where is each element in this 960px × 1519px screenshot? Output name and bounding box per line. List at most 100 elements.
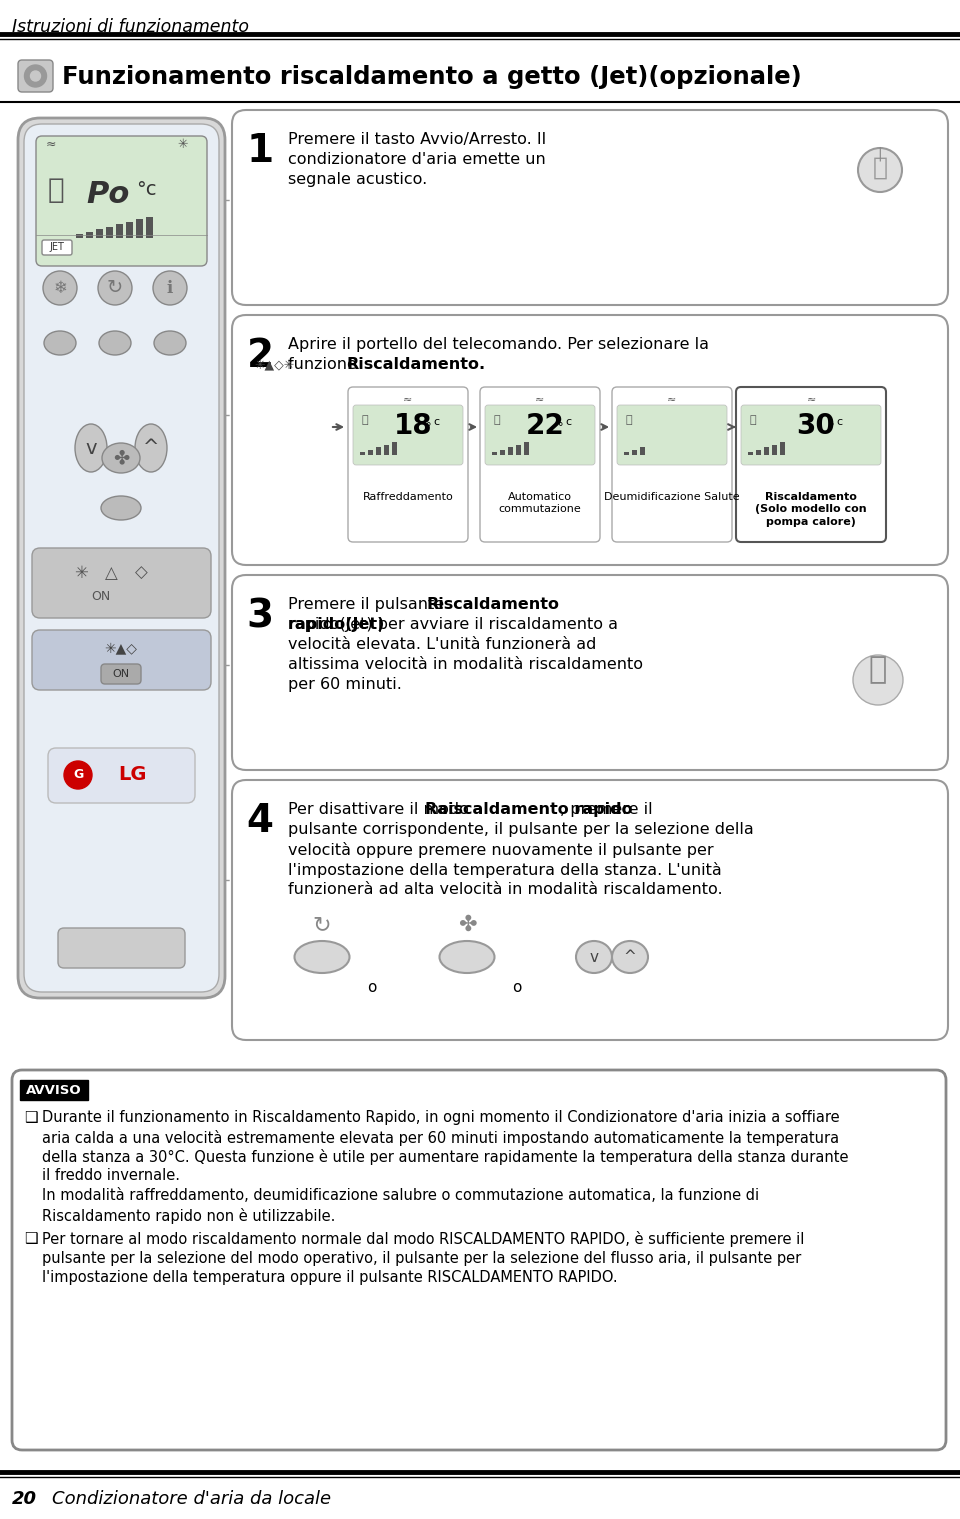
Bar — [136, 219, 143, 238]
FancyBboxPatch shape — [48, 747, 195, 804]
Text: |: | — [877, 147, 882, 161]
Text: ❑: ❑ — [24, 1230, 37, 1246]
Text: Durante il funzionamento in Riscaldamento Rapido, in ogni momento il Condizionat: Durante il funzionamento in Riscaldament… — [42, 1110, 840, 1126]
Text: ✤: ✤ — [458, 914, 476, 936]
Text: rapido(Jet): rapido(Jet) — [288, 617, 385, 632]
Text: In modalità raffreddamento, deumidificazione salubre o commutazione automatica, : In modalità raffreddamento, deumidificaz… — [42, 1188, 759, 1203]
Bar — [116, 223, 123, 238]
FancyBboxPatch shape — [612, 387, 732, 542]
Text: Istruzioni di funzionamento: Istruzioni di funzionamento — [12, 18, 249, 36]
Text: , premere il: , premere il — [560, 802, 653, 817]
Text: v: v — [85, 439, 97, 457]
Text: Deumidificazione Salute: Deumidificazione Salute — [604, 492, 740, 501]
Text: Riscaldamento
(Solo modello con
pompa calore): Riscaldamento (Solo modello con pompa ca… — [756, 492, 867, 527]
Text: il freddo invernale.: il freddo invernale. — [42, 1168, 180, 1183]
Text: 🌡: 🌡 — [362, 415, 369, 425]
Text: ^: ^ — [624, 949, 636, 965]
Text: Riscaldamento.: Riscaldamento. — [346, 357, 485, 372]
Bar — [96, 229, 103, 238]
Bar — [86, 231, 93, 238]
Bar — [20, 1080, 88, 1100]
FancyBboxPatch shape — [232, 779, 948, 1041]
Ellipse shape — [102, 444, 140, 472]
Bar — [500, 450, 505, 456]
Bar — [106, 226, 113, 238]
Bar — [748, 453, 753, 456]
Text: della stanza a 30°C. Questa funzione è utile per aumentare rapidamente la temper: della stanza a 30°C. Questa funzione è u… — [42, 1148, 849, 1165]
Text: 22: 22 — [526, 412, 564, 441]
FancyBboxPatch shape — [736, 387, 886, 542]
Circle shape — [98, 270, 132, 305]
Text: Per disattivare il modo: Per disattivare il modo — [288, 802, 474, 817]
Ellipse shape — [99, 331, 131, 355]
Text: l'impostazione della temperatura della stanza. L'unità: l'impostazione della temperatura della s… — [288, 861, 722, 878]
Text: ◇: ◇ — [134, 564, 148, 582]
Text: Riscaldamento rapido non è utilizzabile.: Riscaldamento rapido non è utilizzabile. — [42, 1208, 335, 1223]
Text: Raffreddamento: Raffreddamento — [363, 492, 453, 501]
FancyBboxPatch shape — [617, 406, 727, 465]
FancyBboxPatch shape — [24, 125, 219, 992]
Text: ↻: ↻ — [313, 914, 331, 936]
Bar — [368, 450, 373, 456]
Text: pulsante per la selezione del modo operativo, il pulsante per la selezione del f: pulsante per la selezione del modo opera… — [42, 1250, 802, 1265]
Ellipse shape — [75, 424, 107, 472]
Text: 🌡: 🌡 — [494, 415, 500, 425]
Text: Per tornare al modo riscaldamento normale dal modo RISCALDAMENTO RAPIDO, è suffi: Per tornare al modo riscaldamento normal… — [42, 1230, 804, 1247]
Ellipse shape — [612, 940, 648, 974]
Ellipse shape — [154, 331, 186, 355]
Text: 20: 20 — [12, 1490, 37, 1508]
Bar — [632, 450, 637, 456]
Text: ON: ON — [91, 589, 110, 603]
Ellipse shape — [440, 940, 494, 974]
Text: 🌡: 🌡 — [750, 415, 756, 425]
Text: ✳▲◇: ✳▲◇ — [105, 641, 137, 655]
Text: ≈: ≈ — [536, 395, 544, 406]
Ellipse shape — [135, 424, 167, 472]
Text: Premere il tasto Avvio/Arresto. Il: Premere il tasto Avvio/Arresto. Il — [288, 132, 546, 147]
Text: velocità elevata. L'unità funzionerà ad: velocità elevata. L'unità funzionerà ad — [288, 636, 596, 652]
Text: ↻: ↻ — [107, 278, 123, 298]
Text: c: c — [564, 418, 571, 427]
Text: °: ° — [559, 422, 564, 431]
Bar — [146, 217, 153, 238]
FancyBboxPatch shape — [232, 109, 948, 305]
FancyBboxPatch shape — [232, 576, 948, 770]
Ellipse shape — [295, 940, 349, 974]
Text: G: G — [73, 769, 84, 781]
Text: funzione: funzione — [288, 357, 362, 372]
Circle shape — [25, 65, 46, 87]
Text: ✋: ✋ — [869, 656, 887, 685]
FancyBboxPatch shape — [353, 406, 463, 465]
Text: °: ° — [426, 422, 432, 431]
Text: ≈: ≈ — [403, 395, 413, 406]
Text: Funzionamento riscaldamento a getto (Jet)(opzionale): Funzionamento riscaldamento a getto (Jet… — [62, 65, 802, 90]
Text: o: o — [513, 980, 521, 995]
Circle shape — [43, 270, 77, 305]
Text: ❄: ❄ — [53, 279, 67, 298]
Text: ✳: ✳ — [177, 138, 187, 150]
Text: c: c — [433, 418, 439, 427]
Text: ≈: ≈ — [667, 395, 677, 406]
Text: ✤: ✤ — [113, 448, 130, 468]
Text: altissima velocità in modalità riscaldamento: altissima velocità in modalità riscaldam… — [288, 658, 643, 671]
Text: Automatico
commutazione: Automatico commutazione — [498, 492, 582, 515]
Text: ℹ: ℹ — [167, 279, 173, 298]
Bar — [384, 445, 389, 456]
Text: Riscaldamento: Riscaldamento — [426, 597, 559, 612]
Circle shape — [31, 71, 40, 81]
FancyBboxPatch shape — [58, 928, 185, 968]
Text: rapido(Jet) per avviare il riscaldamento a: rapido(Jet) per avviare il riscaldamento… — [288, 617, 618, 632]
Text: 18: 18 — [394, 412, 432, 441]
Ellipse shape — [576, 940, 612, 974]
Text: condizionatore d'aria emette un: condizionatore d'aria emette un — [288, 152, 545, 167]
Bar — [772, 445, 777, 456]
Text: funzionerà ad alta velocità in modalità riscaldamento.: funzionerà ad alta velocità in modalità … — [288, 883, 723, 898]
Text: △: △ — [105, 564, 117, 582]
Text: °c: °c — [136, 179, 156, 199]
FancyBboxPatch shape — [480, 387, 600, 542]
Text: pulsante corrispondente, il pulsante per la selezione della: pulsante corrispondente, il pulsante per… — [288, 822, 754, 837]
Text: segnale acustico.: segnale acustico. — [288, 172, 427, 187]
Bar — [624, 453, 629, 456]
FancyBboxPatch shape — [12, 1069, 946, 1451]
Text: ✳: ✳ — [74, 564, 88, 582]
